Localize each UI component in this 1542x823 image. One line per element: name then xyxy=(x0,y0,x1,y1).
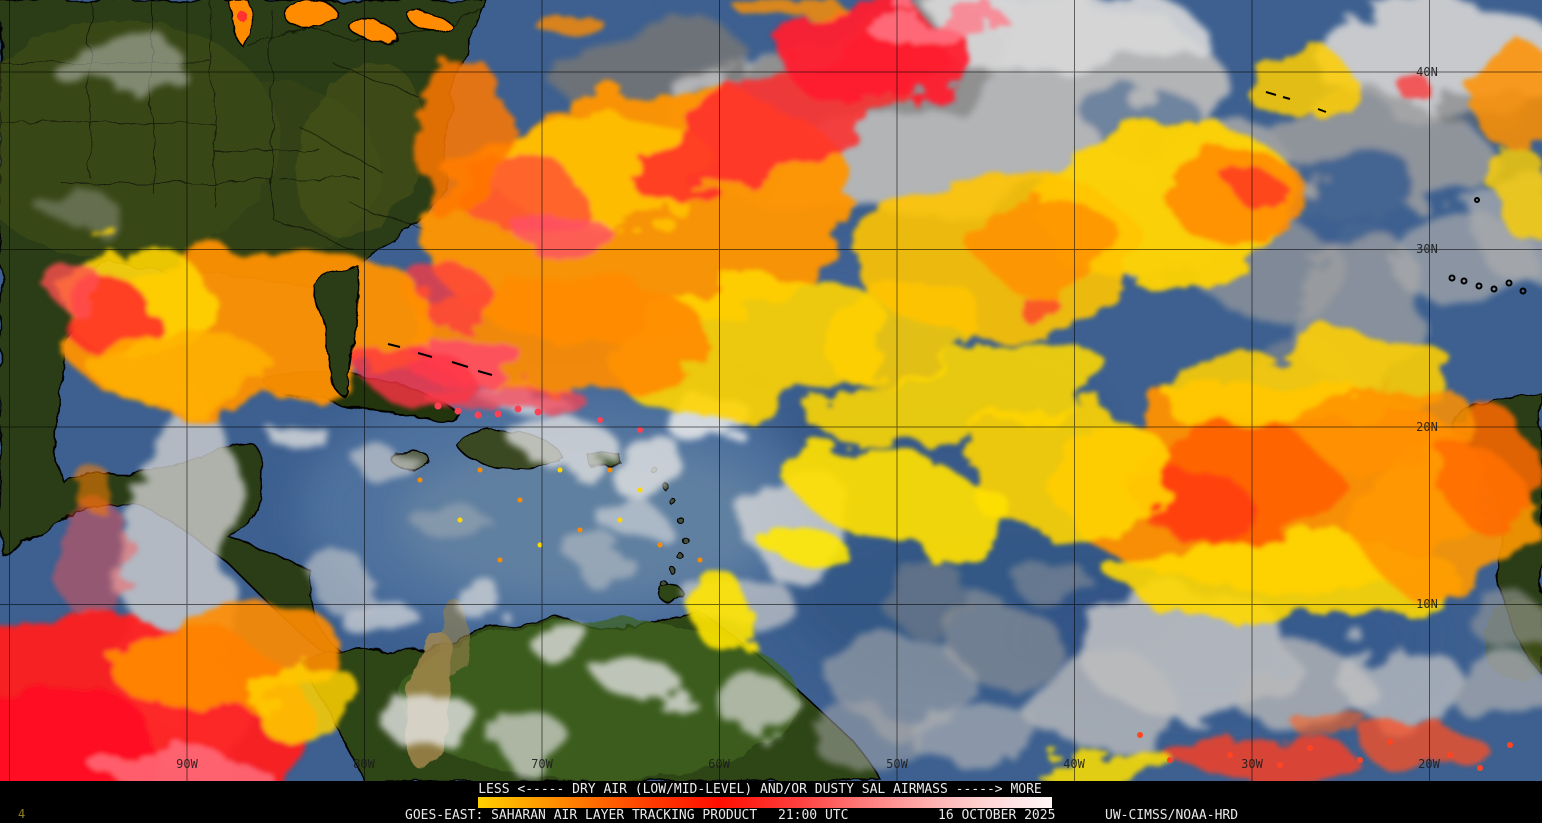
trinidad-island xyxy=(657,583,683,603)
island-outlines xyxy=(387,91,1527,376)
great-lakes xyxy=(227,0,451,48)
gridlines xyxy=(0,0,1542,781)
lon-label-30w: 30W xyxy=(1241,757,1263,771)
lon-label-50w: 50W xyxy=(886,757,908,771)
florida-peninsula xyxy=(312,263,359,396)
frame-number: 4 xyxy=(18,807,26,821)
lat-label-30n: 30N xyxy=(1416,242,1438,256)
lat-label-40n: 40N xyxy=(1416,65,1438,79)
lon-label-40w: 40W xyxy=(1063,757,1085,771)
sal-gradient-bar xyxy=(478,797,1052,808)
lat-label-10n: 10N xyxy=(1416,597,1438,611)
grid-labels: 40N 30N 20N 10N 90W 80W 70W 60W 50W 40W … xyxy=(176,65,1440,771)
lon-label-60w: 60W xyxy=(708,757,730,771)
sal-legend-caption: LESS <----- DRY AIR (LOW/MID-LEVEL) AND/… xyxy=(478,782,1042,797)
lon-label-20w: 20W xyxy=(1418,757,1440,771)
sal-dust-layer xyxy=(0,0,1542,781)
product-info-bar: LESS <----- DRY AIR (LOW/MID-LEVEL) AND/… xyxy=(0,781,1542,823)
product-credit: UW-CIMSS/NOAA-HRD xyxy=(1105,808,1239,823)
product-date: 16 OCTOBER 2025 xyxy=(938,808,1056,823)
lon-label-80w: 80W xyxy=(353,757,375,771)
map-canvas: 40N 30N 20N 10N 90W 80W 70W 60W 50W 40W … xyxy=(0,0,1542,781)
product-title: GOES-EAST: SAHARAN AIR LAYER TRACKING PR… xyxy=(405,808,758,823)
lat-label-20n: 20N xyxy=(1416,420,1438,434)
lon-label-90w: 90W xyxy=(176,757,198,771)
dust-specks-layer xyxy=(387,91,1527,771)
product-timestamp: 21:00 UTC xyxy=(778,808,849,823)
lon-label-70w: 70W xyxy=(531,757,553,771)
